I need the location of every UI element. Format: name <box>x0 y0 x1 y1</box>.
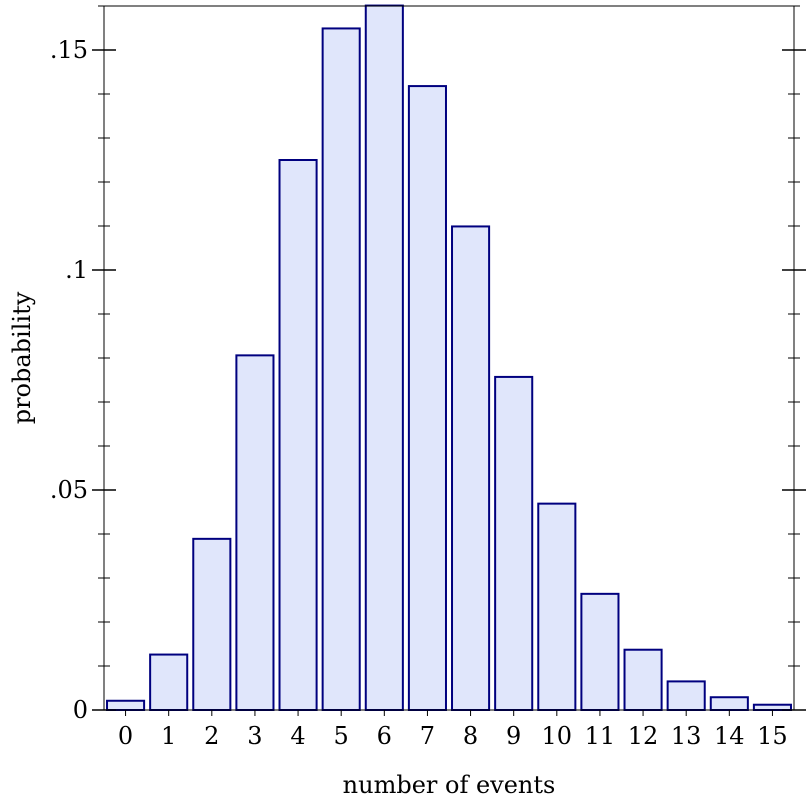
bar-7 <box>407 85 447 711</box>
bar-1 <box>149 653 189 711</box>
y-tick-label-.1: .1 <box>65 256 88 284</box>
bar-6 <box>364 4 404 712</box>
y-axis-label: probability <box>8 291 36 424</box>
x-tick-label-12: 12 <box>628 722 659 750</box>
bar-8 <box>451 225 491 711</box>
x-tick-label-3: 3 <box>247 722 262 750</box>
y-tick-label-.15: .15 <box>50 36 88 64</box>
x-tick-label-14: 14 <box>714 722 745 750</box>
x-axis-label: number of events <box>343 771 556 799</box>
bar-3 <box>235 354 275 711</box>
x-tick-label-11: 11 <box>585 722 616 750</box>
x-tick-label-2: 2 <box>204 722 219 750</box>
bar-9 <box>494 375 534 711</box>
x-tick-label-4: 4 <box>290 722 305 750</box>
bar-12 <box>623 648 663 711</box>
x-tick-label-15: 15 <box>757 722 788 750</box>
bar-5 <box>321 27 361 711</box>
bar-11 <box>580 592 620 712</box>
bar-0 <box>106 699 146 712</box>
bars-group <box>106 4 792 712</box>
x-tick-label-13: 13 <box>671 722 702 750</box>
bar-10 <box>537 502 577 712</box>
x-tick-label-1: 1 <box>161 722 176 750</box>
x-tick-label-7: 7 <box>420 722 435 750</box>
bar-14 <box>709 696 749 711</box>
y-ticks-group: 0 .05 .1 .15 <box>50 5 806 724</box>
y-tick-label-0: 0 <box>73 696 88 724</box>
x-tick-label-6: 6 <box>377 722 392 750</box>
bar-15 <box>752 703 792 711</box>
x-tick-label-8: 8 <box>463 722 478 750</box>
x-tick-label-5: 5 <box>334 722 349 750</box>
bar-13 <box>666 680 706 712</box>
x-tick-label-9: 9 <box>506 722 521 750</box>
bar-4 <box>278 159 318 711</box>
x-tick-label-10: 10 <box>542 722 573 750</box>
bar-2 <box>192 537 232 712</box>
x-tick-label-0: 0 <box>118 722 133 750</box>
y-tick-label-.05: .05 <box>50 476 88 504</box>
x-ticks-group: 0 1 2 3 4 5 6 7 8 9 10 11 12 13 14 15 <box>118 710 788 750</box>
